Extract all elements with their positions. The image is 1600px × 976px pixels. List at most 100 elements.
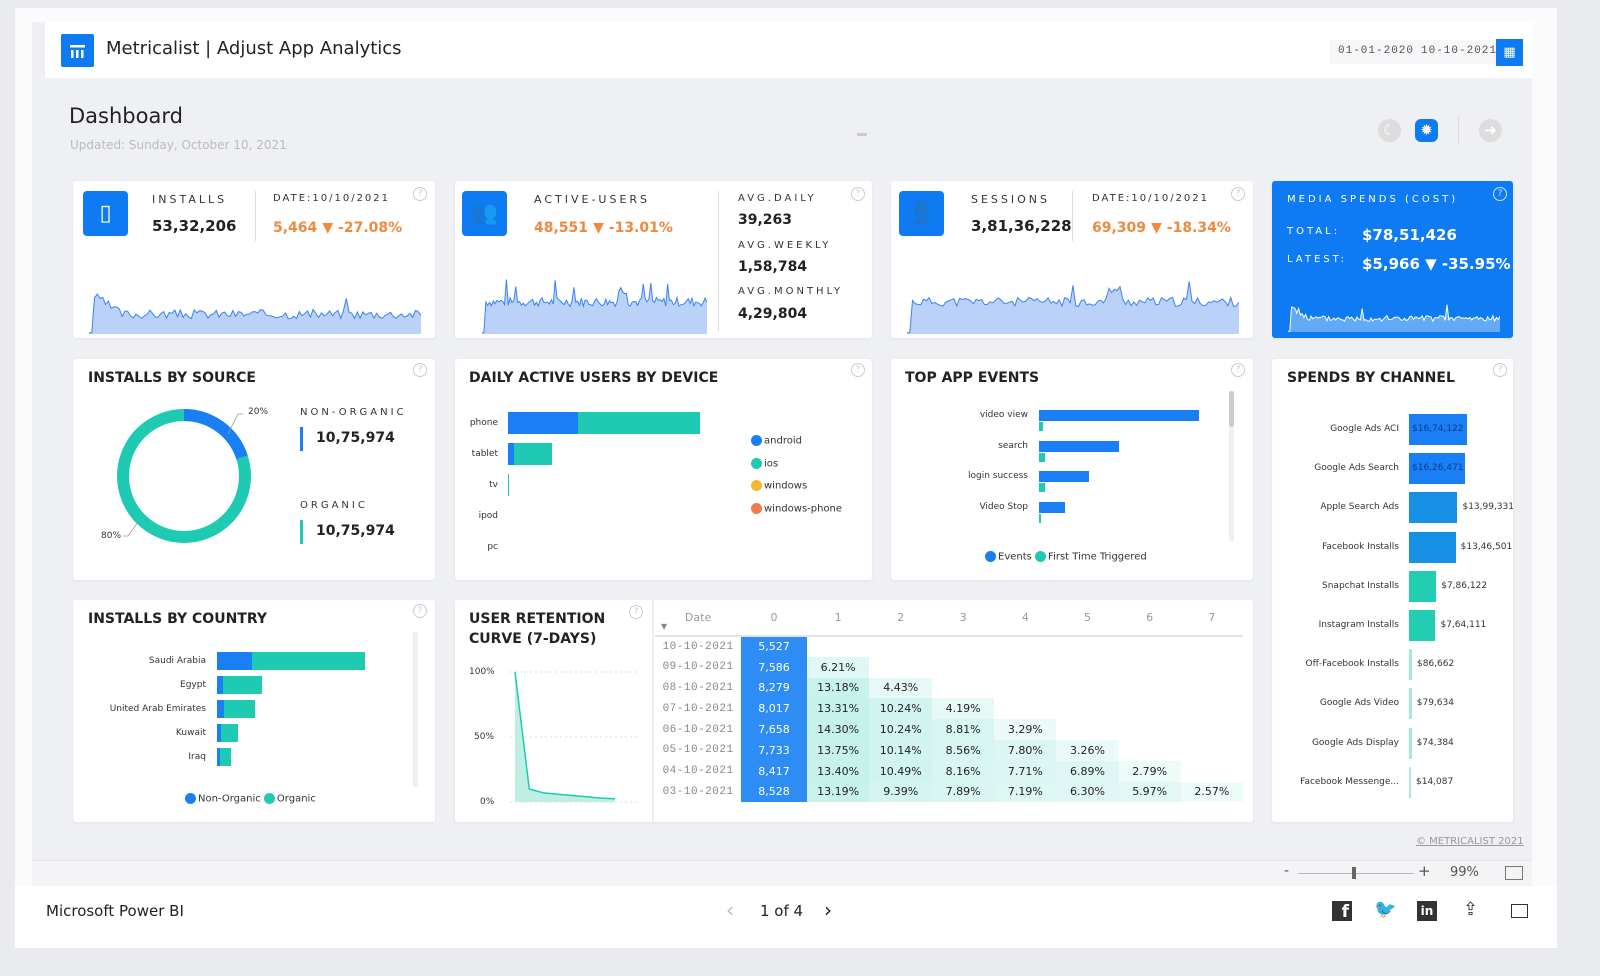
active-users-change: ▼ -13.01%	[593, 220, 673, 236]
twitter-icon[interactable]: 🐦	[1374, 899, 1397, 920]
table-cell: 13.40%	[806, 760, 870, 782]
legend-first-time: First Time Triggered	[1048, 551, 1147, 563]
event-bar-first[interactable]	[1039, 422, 1043, 431]
event-bar-first[interactable]	[1039, 483, 1045, 492]
table-cell: 7.89%	[932, 781, 995, 803]
zoom-slider[interactable]	[1298, 873, 1414, 874]
scrollbar[interactable]	[413, 632, 418, 787]
legend-item[interactable]: android	[751, 435, 842, 447]
channel-label: Facebook Installs	[1322, 541, 1399, 552]
column-header[interactable]: 7	[1180, 600, 1243, 637]
channel-bar[interactable]	[1409, 570, 1437, 602]
legend-item[interactable]: windows	[751, 480, 842, 492]
event-bar-events[interactable]	[1039, 471, 1089, 482]
fit-to-page-icon[interactable]	[1505, 866, 1523, 880]
column-header[interactable]: 4	[994, 600, 1057, 637]
country-bar-non[interactable]	[217, 724, 221, 742]
help-icon[interactable]: ?	[851, 363, 865, 377]
channel-bar[interactable]	[1409, 649, 1412, 681]
calendar-icon[interactable]: ▦	[1496, 39, 1523, 66]
channel-bar[interactable]	[1409, 453, 1466, 485]
media-spends-card: MEDIA SPENDS (COST) ? TOTAL: $78,51,426 …	[1272, 181, 1513, 338]
zoom-in-button[interactable]: +	[1418, 862, 1431, 880]
divider	[1458, 116, 1459, 144]
help-icon[interactable]: ?	[413, 187, 427, 201]
top-bar	[45, 22, 1532, 78]
help-icon[interactable]: ?	[1493, 363, 1507, 377]
event-label: login success	[968, 471, 1028, 481]
country-bar-org[interactable]	[223, 676, 262, 694]
country-bar-org[interactable]	[252, 652, 365, 670]
next-page-icon[interactable]: ›	[824, 898, 832, 922]
copyright-link[interactable]: © METRICALIST 2021	[1416, 836, 1524, 847]
country-bar-non[interactable]	[217, 748, 220, 766]
dark-mode-icon[interactable]: ☾	[1378, 119, 1401, 142]
country-bar-org[interactable]	[224, 700, 255, 718]
channel-bar[interactable]	[1409, 727, 1412, 759]
help-icon[interactable]: ?	[413, 363, 427, 377]
zoom-out-button[interactable]: -	[1284, 863, 1290, 879]
legend-item[interactable]: ios	[751, 457, 842, 469]
country-label: Iraq	[188, 752, 206, 762]
non-organic-label: NON-ORGANIC	[300, 407, 407, 418]
help-icon[interactable]: ?	[1493, 187, 1507, 201]
help-icon[interactable]: ?	[1231, 363, 1245, 377]
country-bar-non[interactable]	[217, 676, 223, 694]
channel-bar[interactable]	[1409, 610, 1436, 641]
column-header[interactable]: 2	[869, 600, 933, 637]
column-header[interactable]: 0	[741, 600, 807, 637]
column-header[interactable]: 1	[806, 600, 870, 637]
zoom-slider-thumb[interactable]	[1352, 867, 1356, 879]
scrollbar[interactable]	[1229, 391, 1234, 541]
channel-bar[interactable]	[1409, 531, 1456, 563]
event-bar-first[interactable]	[1039, 513, 1041, 523]
device-bar-ios[interactable]	[578, 412, 700, 434]
legend-item[interactable]: windows-phone	[751, 502, 842, 514]
table-cell: 8.81%	[932, 719, 995, 740]
device-bar-ios[interactable]	[514, 443, 552, 465]
column-header[interactable]: 5	[1056, 600, 1119, 637]
legend-dot	[751, 435, 762, 446]
date-to-input[interactable]: 10-10-2021	[1413, 40, 1506, 64]
page-title: Dashboard	[69, 104, 183, 128]
country-bar-org[interactable]	[221, 724, 238, 742]
installs-label: INSTALLS	[152, 193, 228, 206]
country-bar-org[interactable]	[220, 748, 231, 766]
next-page-arrow-icon[interactable]: ➜	[1479, 119, 1502, 142]
help-icon[interactable]: ?	[629, 605, 643, 619]
table-cell: 2.79%	[1118, 760, 1181, 782]
event-bar-events[interactable]	[1039, 410, 1199, 421]
channel-bar[interactable]	[1409, 766, 1411, 798]
event-bar-events[interactable]	[1039, 440, 1119, 452]
event-bar-events[interactable]	[1039, 501, 1065, 513]
share-icon[interactable]: ⇪	[1463, 899, 1479, 920]
linkedin-icon[interactable]: in	[1417, 901, 1437, 921]
device-bar-android[interactable]	[508, 443, 514, 465]
facebook-icon[interactable]: f	[1332, 901, 1352, 922]
date-from-input[interactable]: 01-01-2020	[1330, 40, 1423, 64]
table-cell: 2.57%	[1180, 781, 1243, 803]
channel-bar[interactable]	[1409, 492, 1458, 524]
device-bar-ios[interactable]	[508, 474, 509, 496]
help-icon[interactable]: ?	[851, 187, 865, 201]
country-bar-non[interactable]	[217, 652, 252, 670]
drag-handle[interactable]	[857, 133, 867, 136]
channel-bar[interactable]	[1409, 414, 1467, 445]
device-label: pc	[487, 542, 498, 552]
open-in-new-window-icon[interactable]	[1511, 904, 1528, 918]
help-icon[interactable]: ?	[413, 604, 427, 618]
column-header[interactable]: 3	[932, 600, 995, 637]
country-bar-non[interactable]	[217, 700, 224, 718]
column-header[interactable]: Date	[655, 600, 742, 637]
help-icon[interactable]: ?	[1231, 187, 1245, 201]
table-cell: 7.19%	[994, 781, 1057, 803]
event-bar-first[interactable]	[1039, 452, 1045, 462]
users-icon: 👥	[462, 191, 507, 236]
column-header[interactable]: 6	[1118, 600, 1181, 637]
sparkline-line	[89, 293, 421, 334]
device-bar-android[interactable]	[508, 412, 578, 434]
prev-page-icon[interactable]: ‹	[726, 898, 734, 922]
light-mode-gear-icon[interactable]: ✹	[1415, 119, 1438, 142]
channel-bar[interactable]	[1409, 688, 1412, 720]
channel-value: $86,662	[1417, 659, 1455, 670]
